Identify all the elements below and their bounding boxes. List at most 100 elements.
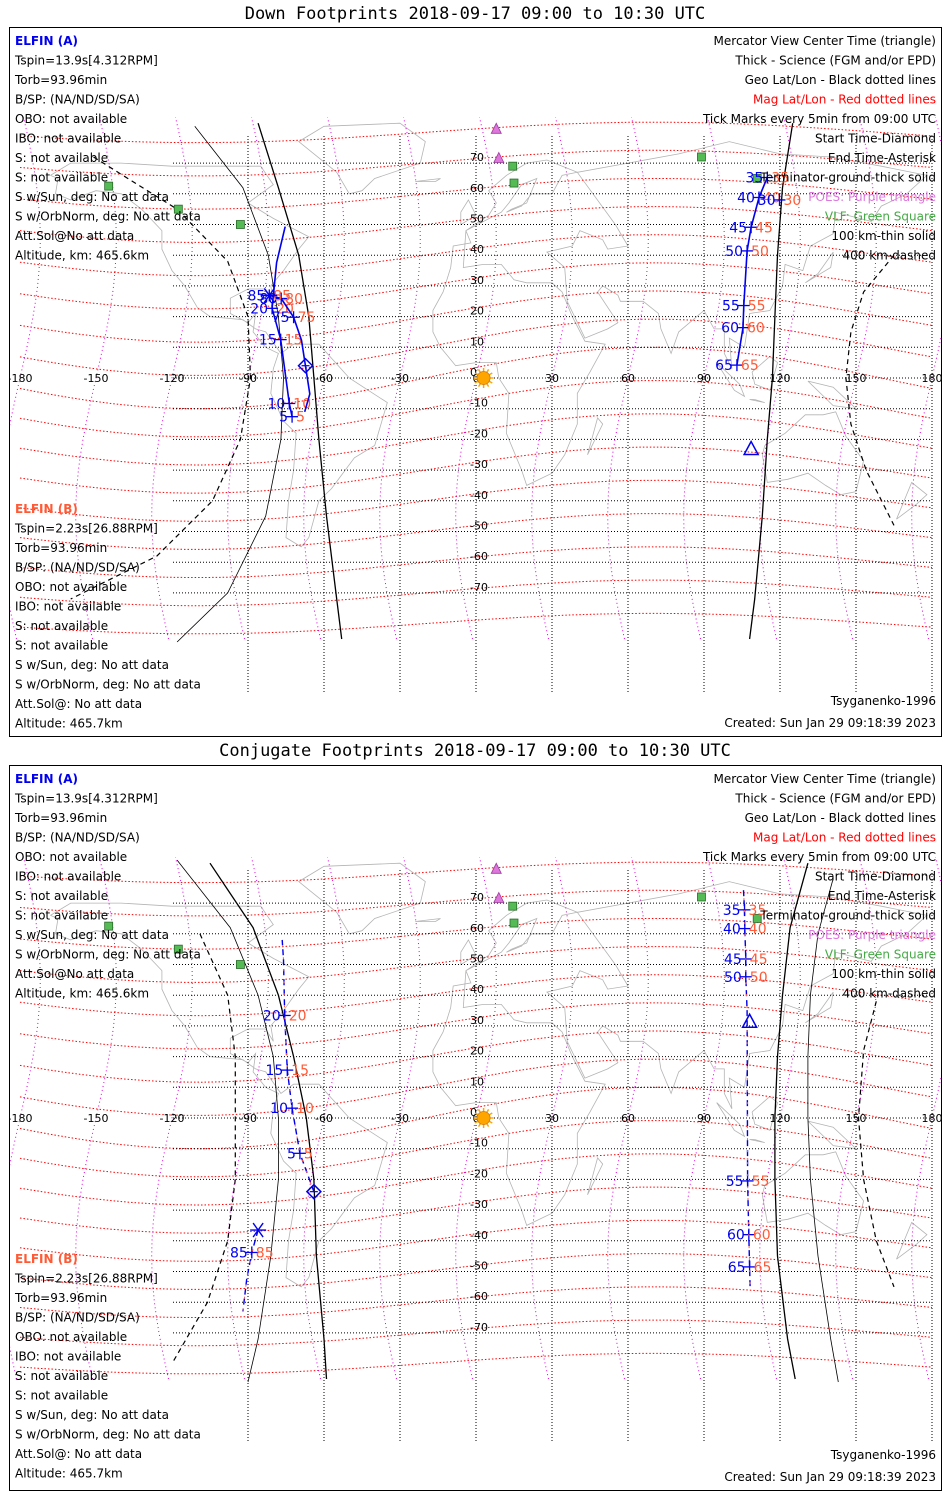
- square-icon: [104, 921, 114, 931]
- square-icon: [752, 914, 762, 923]
- probe-b-track: [242, 1229, 259, 1312]
- probe-a-info-line: S w/OrbNorm, deg: No att data: [15, 948, 201, 962]
- legend-line: 100 km-thin solid: [831, 229, 936, 243]
- lat-label: 30: [470, 1014, 484, 1027]
- probe-b-info-line: Altitude: 465.7km: [15, 717, 123, 731]
- tick-label-a: 5: [287, 1146, 296, 1162]
- probe-a-info-line: IBO: not available: [15, 132, 121, 146]
- triangle-icon: [490, 122, 502, 134]
- probe-a-track: [742, 890, 751, 1287]
- tick-label-b: 55: [748, 299, 766, 315]
- dashed-400km-line: [845, 254, 895, 526]
- tick-label-a: 10: [270, 1101, 288, 1117]
- tick-label-b: 85: [256, 1245, 274, 1261]
- tick-label-b: 45: [755, 220, 773, 236]
- probe-b-info-line: Torb=93.96min: [14, 1291, 107, 1305]
- diamond-icon: [297, 357, 314, 374]
- probe-b-info-line: IBO: not available: [15, 600, 121, 614]
- probe-b-info-line: OBO: not available: [15, 1330, 127, 1344]
- probe-a-info-line: Torb=93.96min: [14, 811, 107, 825]
- tick-label-b: 15: [291, 1063, 309, 1079]
- mag-lon-line: [379, 116, 421, 640]
- tick-label-b: 50: [751, 244, 769, 260]
- lat-label: -30: [470, 458, 488, 471]
- lat-label: 70: [470, 151, 484, 164]
- conjugate-footprints-title: Conjugate Footprints 2018-09-17 09:00 to…: [219, 741, 731, 761]
- mag-lat-line: [19, 1186, 933, 1234]
- lon-label: 90: [697, 1112, 711, 1125]
- tick-label-a: 75: [272, 310, 290, 326]
- probe-a-info-line: Altitude, km: 465.6km: [15, 987, 149, 1001]
- probe-a-track: [242, 1229, 259, 1312]
- lon-label: 120: [770, 372, 791, 385]
- probe-a-info-line: B/SP: (NA/ND/SD/SA): [15, 831, 140, 845]
- dashed-400km-line: [70, 156, 252, 600]
- lon-label: -180: [10, 1112, 32, 1125]
- legend-line: VLF: Green Square: [825, 210, 936, 224]
- lon-label: -30: [391, 1112, 409, 1125]
- legend-line: 400 km-dashed: [842, 249, 936, 263]
- coastline: [298, 122, 426, 195]
- coastline: [751, 355, 778, 391]
- coastline: [415, 178, 441, 182]
- tick-label-b: 50: [750, 970, 768, 986]
- tick-label-a: 65: [715, 358, 733, 374]
- probe-b-info-line: Att.Sol@: No att data: [15, 697, 142, 711]
- tick-label-a: 35: [723, 903, 741, 919]
- legend-line: Geo Lat/Lon - Black dotted lines: [745, 73, 936, 87]
- terminator-line: [774, 863, 809, 1380]
- created-label: Created: Sun Jan 29 09:18:39 2023: [724, 1470, 936, 1484]
- legend-line: Mercator View Center Time (triangle): [714, 772, 936, 786]
- lat-label: 50: [470, 213, 484, 226]
- probe-b-info-line: B/SP: (NA/ND/SD/SA): [15, 561, 140, 575]
- lat-label: 20: [470, 1045, 484, 1058]
- coastline: [298, 862, 426, 935]
- lon-label: 150: [846, 372, 867, 385]
- dashed-400km-line: [857, 1001, 895, 1288]
- probe-a-info-line: Altitude, km: 465.6km: [15, 249, 149, 263]
- coastline: [807, 1120, 858, 1150]
- lat-label: -40: [470, 1229, 488, 1242]
- probe-a-info-line: Tspin=13.9s[4.312RPM]: [14, 54, 158, 68]
- probe-a-info-line: S: not available: [15, 151, 108, 165]
- tick-label-b: 55: [752, 1174, 770, 1190]
- legend-line: Start Time-Diamond: [815, 132, 936, 146]
- diamond-icon: [305, 1183, 322, 1200]
- legend-line: Geo Lat/Lon - Black dotted lines: [745, 811, 936, 825]
- down-footprints-panel: -180 -150 -120 -90 -60 -30 0 30 60 90 120 150 180 70 6…: [9, 27, 942, 737]
- lat-label: 10: [470, 1075, 484, 1088]
- probe-b-info-line: Torb=93.96min: [14, 541, 107, 555]
- mag-lon-line: [10, 116, 41, 640]
- lat-label: -60: [470, 550, 488, 563]
- coastline: [415, 918, 441, 922]
- legend-line: POES: Purple triangle: [808, 928, 936, 942]
- tick-label-a: 65: [728, 1260, 746, 1276]
- probe-a-info-line: Tspin=13.9s[4.312RPM]: [14, 792, 158, 806]
- square-icon: [173, 944, 183, 954]
- probe-b-info-line: Altitude: 465.7km: [15, 1467, 123, 1481]
- tick-label-b: 10: [296, 1101, 314, 1117]
- terminator-line: [748, 123, 794, 640]
- lat-label: 70: [470, 891, 484, 904]
- lat-label: -10: [470, 1137, 488, 1150]
- lon-label: 180: [922, 1112, 942, 1125]
- triangle-icon: [742, 439, 760, 456]
- mag-lon-line: [151, 856, 193, 1380]
- legend-line: Mercator View Center Time (triangle): [714, 34, 936, 48]
- coastline: [805, 251, 834, 284]
- coastline: [807, 380, 858, 410]
- mag-lon-line: [10, 856, 41, 1380]
- legend-line: Mag Lat/Lon - Red dotted lines: [753, 831, 936, 845]
- coastline: [751, 1095, 778, 1131]
- lon-label: 180: [922, 372, 942, 385]
- terminator-line: [257, 123, 343, 640]
- tick-label-a: 5: [279, 410, 288, 426]
- probe-b-info-line: IBO: not available: [15, 1350, 121, 1364]
- coastline: [716, 362, 746, 398]
- model-label: Tsyganenko-1996: [830, 694, 936, 708]
- mag-lat-line: [19, 861, 933, 884]
- lon-label: -60: [315, 372, 333, 385]
- lon-label: -30: [391, 372, 409, 385]
- lon-label: -120: [160, 1112, 185, 1125]
- lat-label: 40: [470, 243, 484, 256]
